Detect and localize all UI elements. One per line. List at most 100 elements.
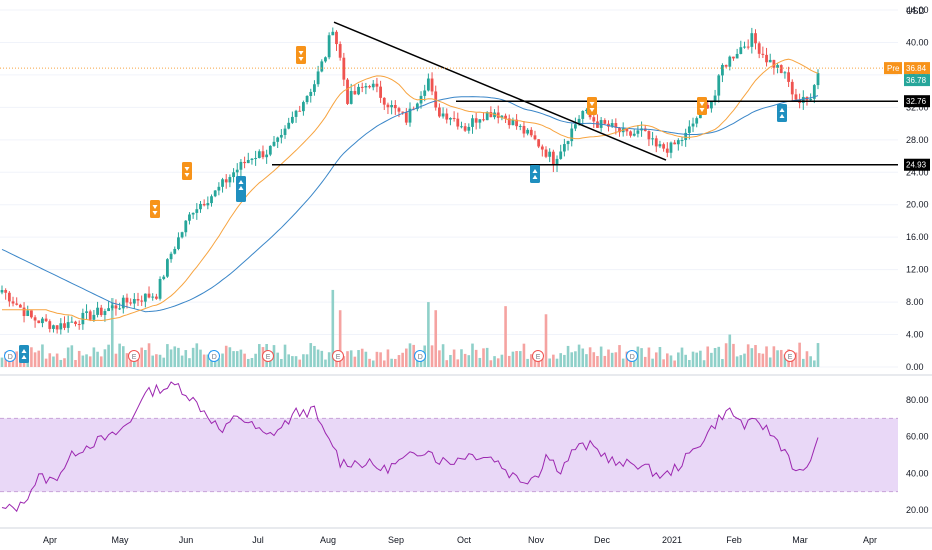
volume-bar: [371, 360, 375, 367]
volume-bar: [327, 352, 331, 367]
volume-bar: [206, 354, 210, 367]
volume-bar: [173, 346, 177, 367]
volume-bar: [643, 356, 647, 367]
volume-bar: [441, 344, 445, 367]
candle-body: [801, 96, 805, 103]
candle-body: [265, 154, 269, 158]
volume-bar: [235, 351, 239, 367]
volume-bar: [493, 356, 496, 367]
x-axis-label: Mar: [792, 535, 808, 545]
candle-body: [276, 137, 280, 142]
candle-body: [195, 209, 199, 213]
volume-bar: [169, 349, 173, 367]
rsi-tick-label: 60.00: [906, 432, 929, 442]
candle-body: [721, 64, 724, 76]
volume-bar: [353, 356, 357, 367]
candle-body: [199, 203, 202, 210]
candle-body: [474, 118, 478, 123]
volume-bar: [544, 314, 548, 367]
rsi-panel: 80.00 60.00 40.00 20.00: [0, 381, 929, 515]
event-marker-label: D: [418, 354, 423, 361]
candle-body: [614, 123, 618, 128]
volume-bar: [504, 306, 507, 367]
volume-bar: [482, 348, 485, 367]
volume-bar: [724, 343, 728, 367]
candle-body: [206, 203, 210, 206]
candle-body: [379, 86, 382, 98]
candle-body: [478, 119, 482, 123]
candle-body: [191, 212, 195, 215]
candle-body: [511, 119, 515, 126]
candle-body: [662, 144, 666, 149]
volume-bar: [489, 360, 493, 367]
volume-bar: [790, 358, 794, 367]
candle-body: [118, 308, 122, 310]
volume-bar: [809, 356, 812, 367]
volume-bar: [221, 353, 224, 367]
volume-bar: [397, 355, 401, 367]
rsi-tick-label: 80.00: [906, 395, 929, 405]
volume-bar: [129, 358, 132, 367]
candle-body: [22, 307, 26, 317]
candle-body: [390, 105, 394, 108]
candle-body: [618, 127, 621, 133]
volume-bar: [801, 358, 805, 367]
volume-bar: [298, 359, 302, 367]
candle-body: [463, 126, 467, 131]
candle-body: [500, 115, 504, 118]
volume-bar: [202, 354, 206, 367]
candle-body: [154, 296, 158, 299]
volume-bar: [92, 347, 96, 367]
volume-bar: [772, 346, 776, 367]
volume-bar: [419, 360, 423, 367]
candle-body: [294, 110, 298, 117]
candle-body: [81, 312, 85, 325]
volume-bar: [44, 358, 48, 367]
candle-body: [368, 86, 371, 88]
price-grid: [0, 9, 898, 368]
candle-body: [74, 321, 77, 325]
volume-bar: [467, 355, 471, 367]
pre-label: Pre: [887, 64, 900, 73]
volume-bar: [739, 355, 743, 367]
candle-body: [77, 324, 81, 326]
x-axis-label: 2021: [662, 535, 682, 545]
x-axis-label: Dec: [594, 535, 611, 545]
volume-bar: [677, 352, 680, 367]
sell-signal-arrow: [184, 167, 190, 177]
volume-bar: [254, 353, 257, 367]
candle-body: [728, 56, 732, 67]
candle-body: [790, 81, 794, 95]
rsi-line: [1, 381, 819, 513]
volume-bar: [713, 347, 717, 367]
candle-body: [349, 90, 353, 104]
volume-bar: [118, 343, 121, 367]
candle-body: [452, 117, 456, 119]
volume-bar: [140, 347, 143, 367]
volume-bar: [647, 347, 651, 367]
x-axis-label: May: [111, 535, 129, 545]
price-tick-label: 40.00: [906, 37, 929, 47]
volume-bar: [449, 354, 452, 367]
event-marker-label: D: [630, 354, 635, 361]
candle-body: [603, 120, 607, 124]
candle-body: [732, 56, 735, 59]
candle-body: [96, 307, 99, 315]
rsi-tick-label: 20.00: [906, 505, 929, 515]
volume-bar: [541, 357, 544, 367]
price-tick-label: 44.00: [906, 5, 929, 15]
x-axis-label: Jul: [252, 535, 264, 545]
candle-body: [779, 65, 783, 74]
volume-bar: [195, 343, 199, 367]
volume-bar: [721, 359, 724, 367]
candle-body: [651, 138, 654, 140]
volume-bar: [103, 349, 107, 367]
sell-signal-arrow: [589, 102, 595, 112]
volume-bar: [500, 354, 504, 367]
candle-body: [691, 123, 695, 127]
event-marker-circle: [332, 350, 344, 362]
volume-bar: [375, 351, 379, 367]
price-tick-label: 24.00: [906, 167, 929, 177]
volume-bar: [665, 353, 669, 367]
